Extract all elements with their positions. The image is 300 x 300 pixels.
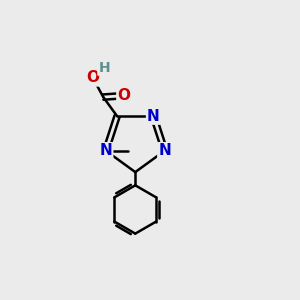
- Text: O: O: [86, 70, 100, 86]
- Text: N: N: [147, 109, 160, 124]
- Text: N: N: [158, 143, 171, 158]
- Text: H: H: [98, 61, 110, 75]
- Text: N: N: [100, 143, 112, 158]
- Text: O: O: [117, 88, 130, 103]
